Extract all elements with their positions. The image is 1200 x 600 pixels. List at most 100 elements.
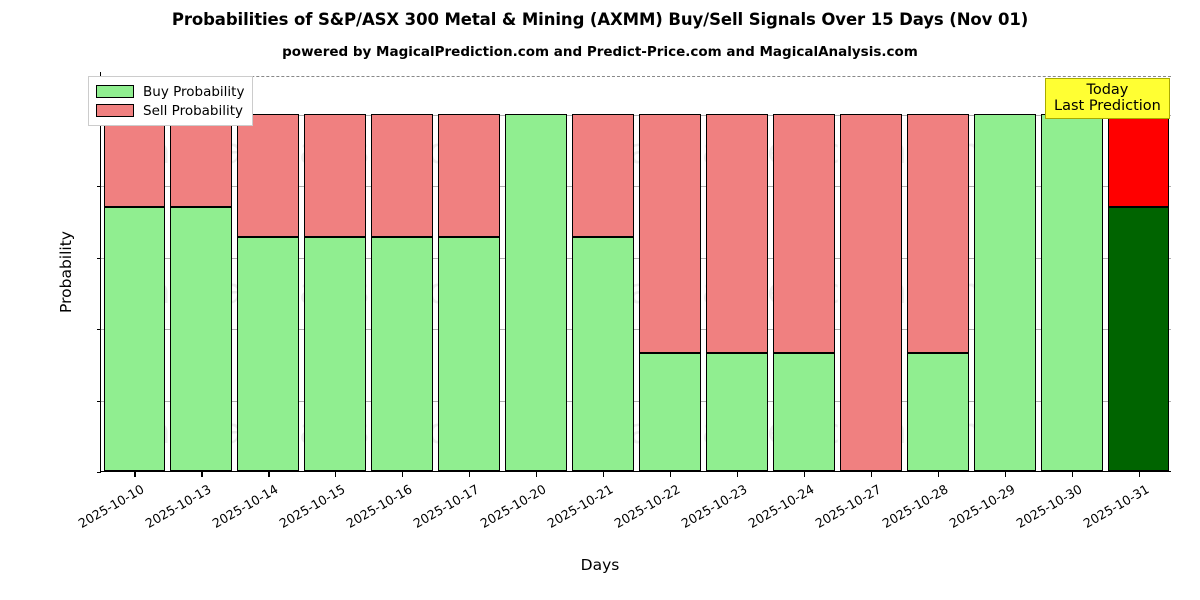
bar-segment-sell[interactable] <box>572 113 634 238</box>
bar-segment-buy[interactable] <box>906 353 969 471</box>
bar-segment-sell[interactable] <box>170 113 233 207</box>
bar-segment-sell[interactable] <box>371 113 434 238</box>
x-tick-label: 2025-10-30 <box>1013 481 1085 531</box>
legend-swatch-buy <box>96 85 134 98</box>
bar-group[interactable] <box>906 72 969 471</box>
bar-segment-sell[interactable] <box>906 113 969 354</box>
plot-clip: MagicalAnalysis.comMagicalPrediction.com… <box>101 72 1171 471</box>
x-tick-label: 2025-10-17 <box>410 481 482 531</box>
x-tick-mark <box>1138 472 1140 477</box>
x-tick-label: 2025-10-28 <box>879 481 951 531</box>
bar-group[interactable] <box>1040 72 1103 471</box>
y-tick-mark <box>96 329 101 331</box>
x-tick-label: 2025-10-15 <box>276 481 348 531</box>
x-tick-mark <box>603 472 605 477</box>
x-tick-mark <box>201 472 203 477</box>
x-tick-label: 2025-10-24 <box>745 481 817 531</box>
reference-dashed-line <box>101 75 1171 77</box>
bar-segment-buy[interactable] <box>505 113 568 471</box>
y-axis-label: Probability <box>56 230 75 313</box>
today-annotation: Today Last Prediction <box>1045 78 1170 120</box>
bar-group[interactable] <box>1107 72 1170 471</box>
bar-group[interactable] <box>639 72 701 471</box>
x-tick-mark <box>803 472 806 477</box>
y-gridline <box>101 329 1171 331</box>
bar-segment-buy[interactable] <box>304 237 367 471</box>
bar-group[interactable] <box>103 72 166 471</box>
legend-label-sell: Sell Probability <box>143 102 244 119</box>
x-tick-label: 2025-10-27 <box>812 481 884 531</box>
bar-group[interactable] <box>572 72 634 471</box>
bar-segment-sell[interactable] <box>639 113 701 354</box>
bar-segment-sell[interactable] <box>1107 113 1170 207</box>
x-tick-mark <box>736 472 739 477</box>
x-tick-mark <box>536 472 538 477</box>
x-tick-mark <box>402 472 404 477</box>
bar-segment-buy[interactable] <box>237 237 300 471</box>
bar-group[interactable] <box>839 72 902 471</box>
bar-segment-sell[interactable] <box>705 113 768 354</box>
chart-legend: Buy Probability Sell Probability <box>88 76 254 126</box>
x-tick-label: 2025-10-31 <box>1080 481 1152 531</box>
x-tick-mark <box>1004 472 1006 477</box>
x-tick-label: 2025-10-29 <box>946 481 1018 531</box>
bar-segment-buy[interactable] <box>772 353 835 471</box>
chart-title: Probabilities of S&P/ASX 300 Metal & Min… <box>171 10 1029 29</box>
legend-item-buy: Buy Probability <box>96 82 244 101</box>
bar-segment-buy[interactable] <box>371 237 434 471</box>
today-annotation-line2: Last Prediction <box>1054 98 1161 115</box>
x-tick-mark <box>1071 472 1073 477</box>
x-tick-label: 2025-10-20 <box>477 481 549 531</box>
bar-segment-buy[interactable] <box>438 237 501 471</box>
bar-group[interactable] <box>772 72 835 471</box>
bar-segment-buy[interactable] <box>572 237 634 471</box>
legend-label-buy: Buy Probability <box>143 83 245 100</box>
x-tick-mark <box>870 472 872 477</box>
x-tick-label: 2025-10-16 <box>343 481 415 531</box>
bar-group[interactable] <box>304 72 367 471</box>
legend-item-sell: Sell Probability <box>96 101 244 120</box>
x-tick-label: 2025-10-10 <box>76 481 148 531</box>
bar-group[interactable] <box>438 72 501 471</box>
bar-segment-sell[interactable] <box>772 113 835 354</box>
y-gridline <box>101 114 1171 116</box>
plot-area: MagicalAnalysis.comMagicalPrediction.com… <box>57 72 1171 531</box>
bar-segment-sell[interactable] <box>304 113 367 238</box>
bar-segment-sell[interactable] <box>103 113 166 207</box>
y-gridline <box>101 400 1171 402</box>
x-tick-label: 2025-10-23 <box>678 481 750 531</box>
x-tick-mark <box>335 472 337 477</box>
x-tick-label: 2025-10-21 <box>544 481 616 531</box>
chart-subtitle: powered by MagicalPrediction.com and Pre… <box>282 44 918 60</box>
bar-group[interactable] <box>973 72 1036 471</box>
x-axis-label: Days <box>580 556 620 574</box>
bar-segment-buy[interactable] <box>973 113 1036 471</box>
bar-group[interactable] <box>170 72 233 471</box>
bar-segment-sell[interactable] <box>839 113 902 471</box>
bar-segment-buy[interactable] <box>170 206 233 471</box>
y-tick-mark <box>96 400 101 402</box>
bar-group[interactable] <box>237 72 300 471</box>
bar-segment-buy[interactable] <box>1107 206 1170 471</box>
bar-segment-buy[interactable] <box>639 353 701 471</box>
y-tick-mark <box>96 472 101 474</box>
x-tick-label: 2025-10-13 <box>143 481 214 531</box>
bar-group[interactable] <box>505 72 568 471</box>
bar-group[interactable] <box>705 72 768 471</box>
y-tick-mark <box>96 257 101 259</box>
x-tick-label: 2025-10-22 <box>611 481 683 531</box>
bar-segment-buy[interactable] <box>1040 113 1103 471</box>
x-tick-mark <box>469 472 471 477</box>
x-tick-mark <box>268 472 270 477</box>
x-tick-mark <box>134 472 136 477</box>
bar-segment-buy[interactable] <box>705 353 768 471</box>
bar-segment-buy[interactable] <box>103 206 166 471</box>
x-tick-mark <box>669 472 672 477</box>
bar-segment-sell[interactable] <box>237 113 300 238</box>
today-annotation-line1: Today <box>1086 82 1129 98</box>
bar-group[interactable] <box>371 72 434 471</box>
x-tick-label: 2025-10-14 <box>209 481 281 531</box>
y-gridline <box>101 257 1171 259</box>
bar-segment-sell[interactable] <box>438 113 501 238</box>
